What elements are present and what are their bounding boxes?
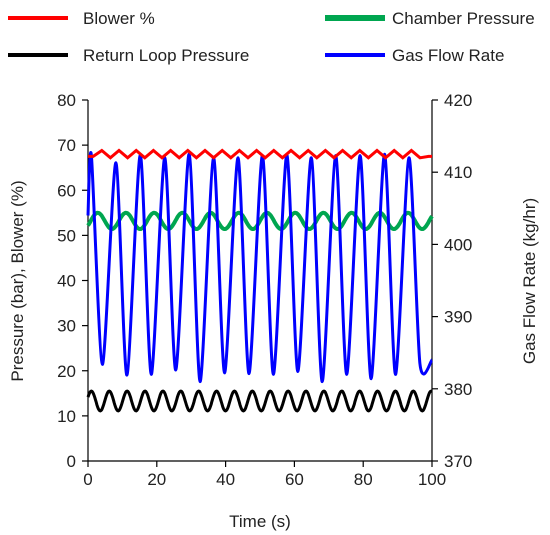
x-axis-title: Time (s) (229, 512, 291, 531)
y-left-tick-label: 0 (67, 452, 76, 471)
x-tick-label: 20 (147, 470, 166, 489)
series-line-return-loop-pressure (86, 389, 433, 413)
legend: Blower % Chamber Pressure Return Loop Pr… (8, 9, 535, 65)
x-axis-ticks: 0 20 40 60 80 100 (83, 461, 446, 489)
y-left-axis-title: Pressure (bar), Blower (%) (8, 180, 27, 381)
y-left-tick-label: 50 (57, 226, 76, 245)
x-tick-label: 100 (418, 470, 446, 489)
y-left-axis-ticks: 0 10 20 30 40 50 60 70 80 (57, 91, 88, 471)
y-right-axis-title: Gas Flow Rate (kg/hr) (520, 198, 539, 364)
y-left-tick-label: 10 (57, 407, 76, 426)
legend-label-chamber-pressure: Chamber Pressure (392, 9, 535, 28)
x-tick-label: 40 (216, 470, 235, 489)
y-left-tick-label: 30 (57, 317, 76, 336)
legend-item-return-loop-pressure: Return Loop Pressure (8, 46, 249, 65)
y-right-tick-label: 380 (444, 380, 472, 399)
y-left-tick-label: 40 (57, 272, 76, 291)
legend-item-gas-flow-rate: Gas Flow Rate (325, 46, 504, 65)
y-left-tick-label: 20 (57, 362, 76, 381)
y-right-axis-ticks: 370 380 390 400 410 420 (432, 91, 472, 471)
x-tick-label: 0 (83, 470, 92, 489)
x-tick-label: 60 (285, 470, 304, 489)
legend-item-chamber-pressure: Chamber Pressure (325, 9, 535, 28)
x-tick-label: 80 (354, 470, 373, 489)
series-line-gas-flow-rate (86, 151, 434, 384)
y-left-tick-label: 60 (57, 181, 76, 200)
legend-item-blower: Blower % (8, 9, 155, 28)
series-line-blower (88, 148, 432, 160)
y-left-tick-label: 80 (57, 91, 76, 110)
y-right-tick-label: 370 (444, 452, 472, 471)
legend-label-gas-flow-rate: Gas Flow Rate (392, 46, 504, 65)
legend-label-return-loop-pressure: Return Loop Pressure (83, 46, 249, 65)
y-right-tick-label: 390 (444, 308, 472, 327)
series-layer (86, 148, 434, 413)
y-right-tick-label: 410 (444, 163, 472, 182)
y-right-tick-label: 400 (444, 235, 472, 254)
y-right-tick-label: 420 (444, 91, 472, 110)
y-left-tick-label: 70 (57, 136, 76, 155)
legend-label-blower: Blower % (83, 9, 155, 28)
